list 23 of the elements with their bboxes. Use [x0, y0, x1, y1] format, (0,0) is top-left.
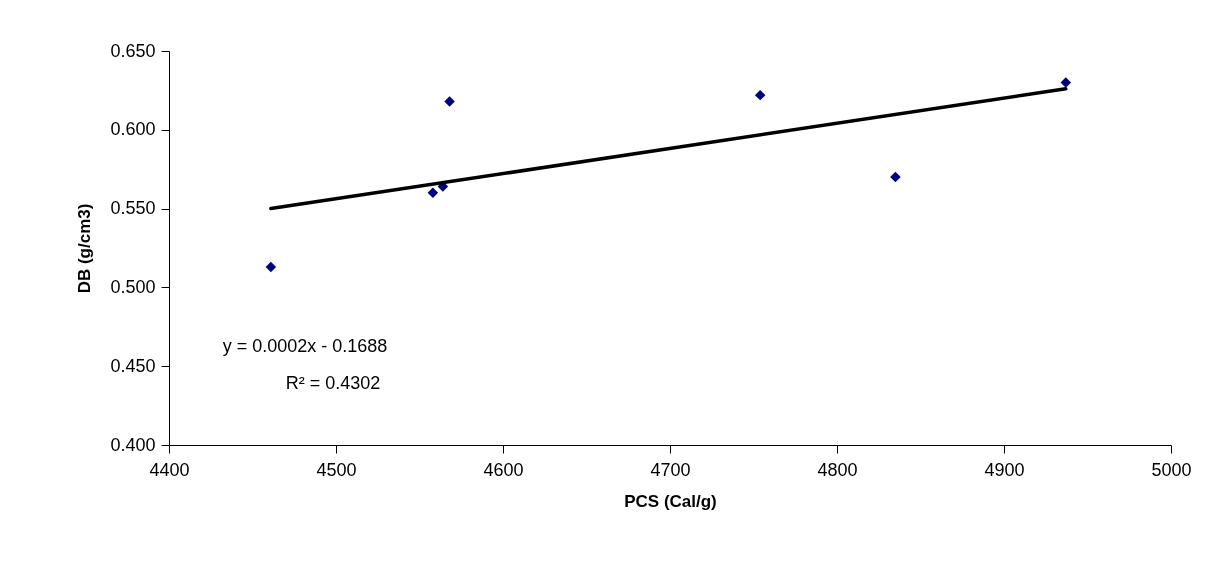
x-axis-title: PCS (Cal/g)	[624, 491, 717, 511]
y-tick-label: 0.650	[110, 40, 156, 61]
point	[444, 96, 455, 107]
x-tick-label: 4700	[650, 459, 691, 480]
point	[754, 89, 766, 101]
y-tick-label: 0.600	[110, 119, 156, 140]
x-tick-label: 4900	[984, 459, 1025, 480]
point	[1060, 77, 1072, 88]
y-tick-label: 0.400	[110, 434, 156, 455]
annotation: R² = 0.4302	[285, 373, 381, 393]
x-tick-label: 4800	[817, 459, 858, 480]
y-tick-label: 0.450	[110, 355, 156, 376]
point	[427, 187, 439, 199]
x-tick-label: 4400	[149, 459, 190, 480]
point	[890, 171, 901, 183]
y-tick-label: 0.500	[110, 276, 156, 297]
x-tick-label: 5000	[1151, 459, 1192, 480]
y-axis-title: DB (g/cm3)	[75, 203, 95, 294]
point	[265, 261, 277, 273]
x-tick-label: 4600	[483, 459, 524, 480]
y-tick-label: 0.550	[110, 198, 156, 219]
annotation: y = 0.0002x - 0.1688	[222, 336, 388, 356]
x-tick-label: 4500	[316, 459, 357, 480]
